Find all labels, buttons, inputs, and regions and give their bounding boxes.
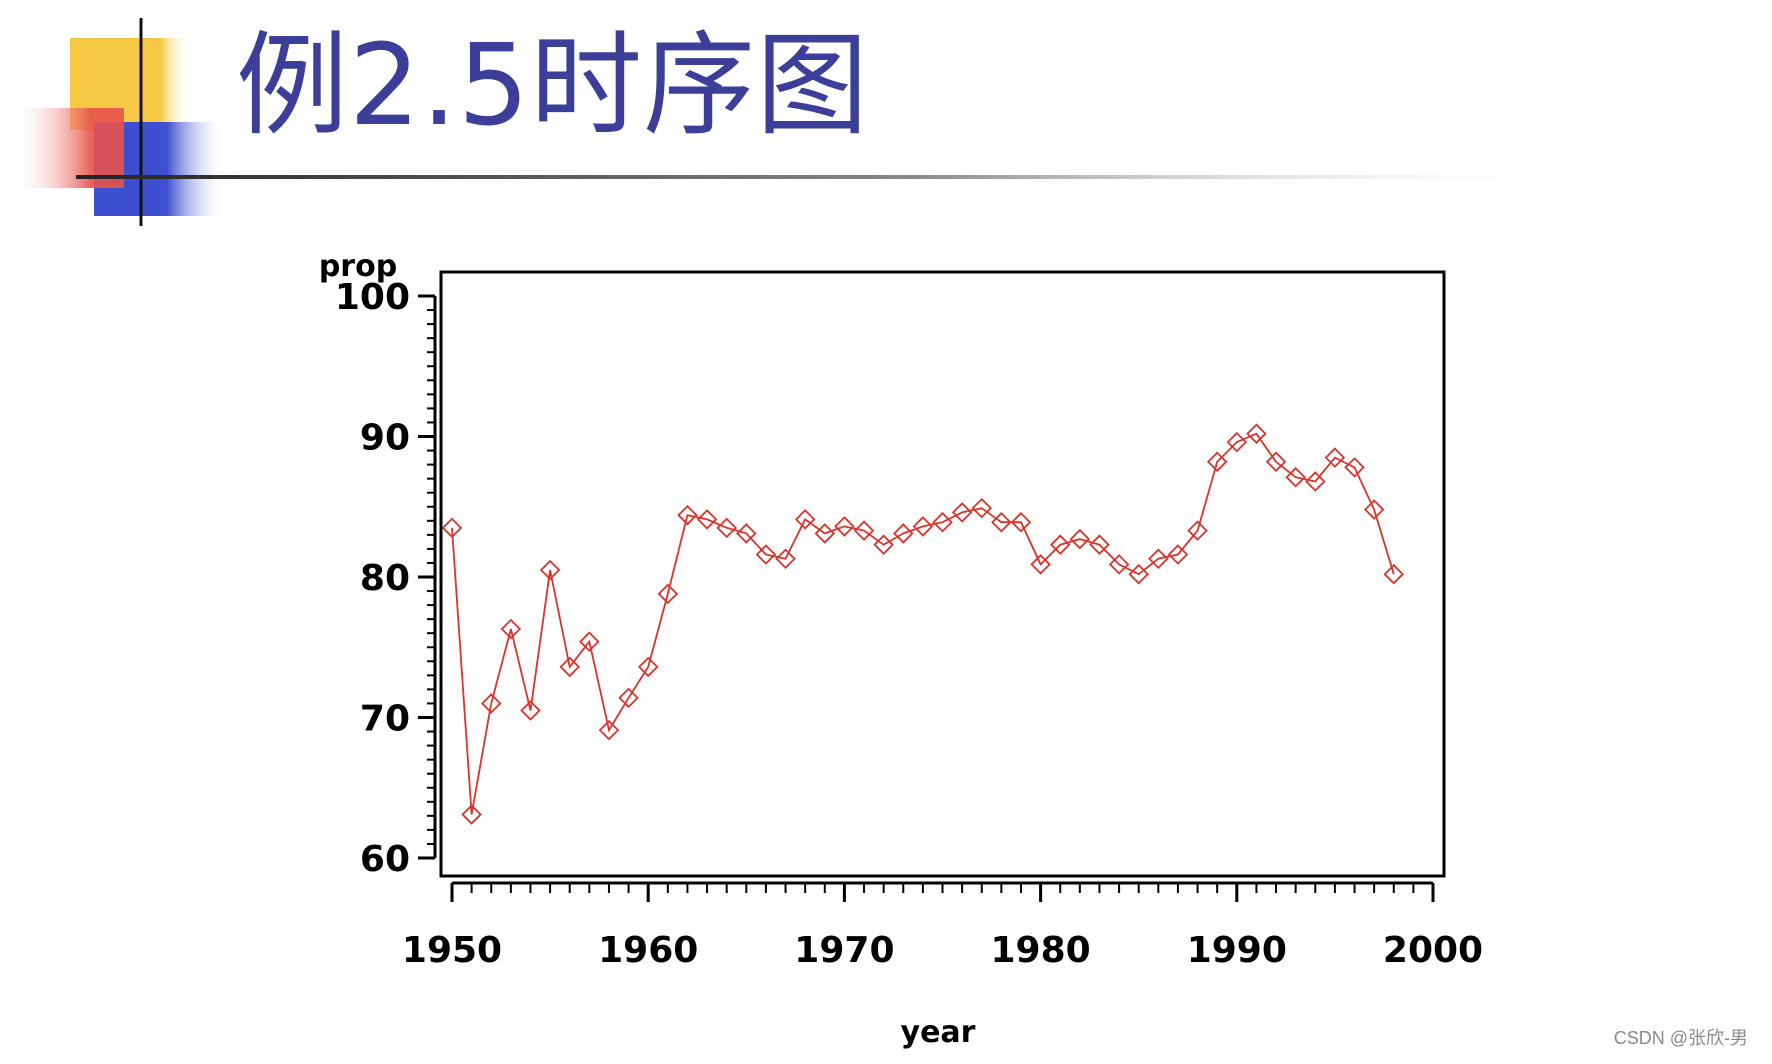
x-tick-label: 1960 bbox=[598, 930, 698, 971]
y-tick-label: 100 bbox=[335, 277, 410, 318]
x-tick-label: 1980 bbox=[990, 930, 1090, 971]
data-point-marker bbox=[873, 534, 894, 555]
data-point-marker bbox=[1010, 511, 1032, 533]
x-tick-label: 1970 bbox=[794, 930, 894, 971]
x-tick-label: 2000 bbox=[1383, 930, 1483, 971]
data-point-marker bbox=[1187, 520, 1208, 541]
chart: 60 70 80 90 100 1950 1960 1970 1980 1990 2000 pro… bbox=[319, 249, 1483, 1050]
data-point-marker bbox=[1363, 499, 1385, 520]
data-point-marker bbox=[814, 523, 836, 544]
series-line bbox=[451, 432, 1395, 815]
data-point-marker bbox=[598, 719, 620, 741]
data-point-marker bbox=[1148, 548, 1169, 570]
data-point-marker bbox=[539, 559, 561, 581]
data-point-marker bbox=[1128, 563, 1149, 585]
data-point-marker bbox=[794, 509, 816, 530]
data-point-marker bbox=[991, 511, 1012, 533]
data-point-marker bbox=[971, 497, 993, 519]
data-point-marker bbox=[932, 511, 953, 533]
y-tick-label: 70 bbox=[360, 699, 410, 740]
y-tick-label: 60 bbox=[360, 839, 410, 880]
data-point-marker bbox=[1383, 563, 1405, 585]
data-point-marker bbox=[951, 502, 973, 523]
data-point-marker bbox=[853, 520, 875, 541]
data-point-marker bbox=[559, 656, 580, 678]
data-point-marker bbox=[755, 544, 777, 565]
data-point-marker bbox=[912, 516, 934, 537]
data-point-marker bbox=[1226, 431, 1248, 453]
data-point-marker bbox=[736, 523, 757, 544]
data-point-marker bbox=[657, 583, 679, 605]
data-point-marker bbox=[637, 656, 659, 678]
data-point-marker bbox=[834, 516, 855, 537]
x-axis-title: year bbox=[901, 1015, 976, 1050]
y-tick-label: 80 bbox=[360, 558, 410, 599]
x-axis-tick-labels: 1950 1960 1970 1980 1990 2000 bbox=[402, 930, 1483, 971]
data-point-marker bbox=[775, 548, 796, 570]
data-point-marker bbox=[1246, 423, 1267, 444]
x-tick-label: 1990 bbox=[1187, 930, 1287, 971]
series-markers bbox=[441, 423, 1405, 825]
data-point-marker bbox=[1265, 451, 1287, 473]
data-point-marker bbox=[441, 517, 463, 539]
data-point-marker bbox=[1049, 534, 1071, 555]
x-axis-ticks bbox=[450, 883, 1435, 902]
data-point-marker bbox=[1285, 466, 1306, 488]
x-tick-label: 1950 bbox=[402, 930, 502, 971]
data-point-marker bbox=[1206, 451, 1228, 473]
y-axis-title: prop bbox=[319, 249, 397, 284]
data-point-marker bbox=[1030, 554, 1051, 575]
y-axis-tick-labels: 60 70 80 90 100 bbox=[335, 277, 410, 880]
y-axis-ticks bbox=[418, 294, 435, 860]
data-point-marker bbox=[500, 618, 522, 640]
data-point-marker bbox=[1108, 554, 1130, 575]
data-point-marker bbox=[677, 504, 698, 526]
data-point-marker bbox=[1069, 528, 1091, 550]
logo-red-square bbox=[12, 108, 124, 188]
plot-frame bbox=[439, 270, 1446, 878]
data-point-marker bbox=[1089, 534, 1110, 555]
data-point-marker bbox=[520, 700, 541, 721]
data-point-marker bbox=[1344, 457, 1365, 478]
data-point-marker bbox=[1324, 447, 1346, 468]
data-point-marker bbox=[461, 804, 482, 825]
data-point-marker bbox=[716, 517, 737, 539]
title-underline bbox=[76, 175, 1596, 179]
data-point-marker bbox=[1305, 471, 1326, 492]
data-point-marker bbox=[1167, 544, 1189, 565]
data-point-marker bbox=[579, 631, 600, 652]
slide-logo bbox=[12, 18, 226, 226]
watermark-text: CSDN @张欣-男 bbox=[1613, 1028, 1748, 1048]
data-point-marker bbox=[480, 693, 502, 714]
y-tick-label: 90 bbox=[360, 418, 410, 459]
data-point-marker bbox=[892, 523, 914, 544]
slide-title: 例2.5时序图 bbox=[236, 21, 870, 151]
data-point-marker bbox=[696, 509, 718, 530]
data-point-marker bbox=[618, 687, 639, 709]
